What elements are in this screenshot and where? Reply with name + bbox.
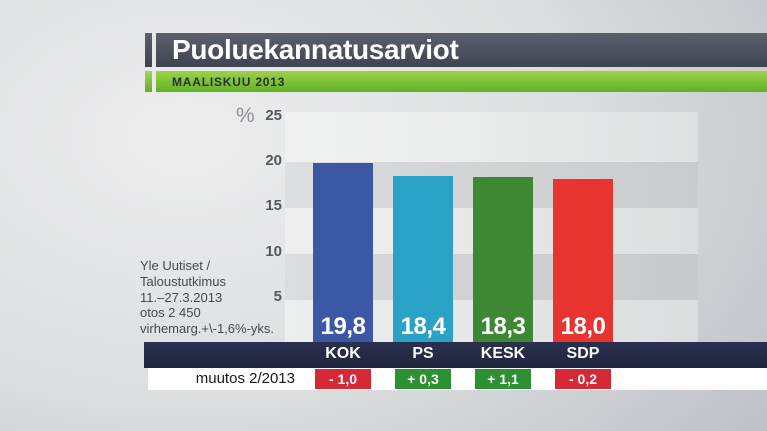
source-line: virhemarg.+\-1,6%-yks. <box>140 321 275 337</box>
source-line: otos 2 450 <box>140 305 201 321</box>
category-band: KOK PS KESK SDP <box>144 342 767 368</box>
change-chip-kok: - 1,0 <box>315 369 371 389</box>
bar-chart-plot: 19,8 18,4 18,3 18,0 <box>285 112 698 342</box>
bar-value-ps: 18,4 <box>400 313 446 340</box>
title-accent-bar <box>145 33 152 67</box>
bar-value-kok: 19,8 <box>320 313 366 340</box>
y-tick-25: 25 <box>265 107 282 124</box>
bar-kok: 19,8 <box>313 163 373 342</box>
change-row-label: muutos 2/2013 <box>195 370 295 387</box>
bar-ps: 18,4 <box>393 176 453 342</box>
change-chip-ps: + 0,3 <box>395 369 451 389</box>
subtitle-bar: MAALISKUU 2013 <box>156 71 767 92</box>
change-chip-kesk: + 1,1 <box>475 369 531 389</box>
subtitle: MAALISKUU 2013 <box>172 74 286 89</box>
title-bar: Puoluekannatusarviot <box>156 33 767 67</box>
y-tick-5: 5 <box>273 288 282 305</box>
category-label-kesk: KESK <box>480 345 526 362</box>
source-line: Taloustutkimus <box>140 273 226 289</box>
bar-kesk: 18,3 <box>473 177 533 342</box>
change-band: muutos 2/2013 - 1,0 + 0,3 + 1,1 - 0,2 <box>148 368 767 390</box>
bar-value-kesk: 18,3 <box>480 313 526 340</box>
bar-sdp: 18,0 <box>553 179 613 342</box>
subtitle-accent-bar <box>145 71 152 92</box>
y-tick-10: 10 <box>265 243 282 260</box>
source-note: Yle Uutiset / Taloustutkimus 11.–27.3.20… <box>140 258 274 337</box>
y-tick-20: 20 <box>265 152 282 169</box>
bar-value-sdp: 18,0 <box>560 313 606 340</box>
y-axis-unit: % <box>236 104 255 127</box>
source-line: Yle Uutiset / <box>140 258 211 273</box>
category-label-kok: KOK <box>325 345 361 362</box>
page-title: Puoluekannatusarviot <box>172 34 459 65</box>
source-line: 11.–27.3.2013 <box>140 289 223 305</box>
category-label-sdp: SDP <box>566 345 600 362</box>
y-tick-15: 15 <box>265 197 282 214</box>
category-label-ps: PS <box>412 345 434 362</box>
change-chip-sdp: - 0,2 <box>555 369 611 389</box>
